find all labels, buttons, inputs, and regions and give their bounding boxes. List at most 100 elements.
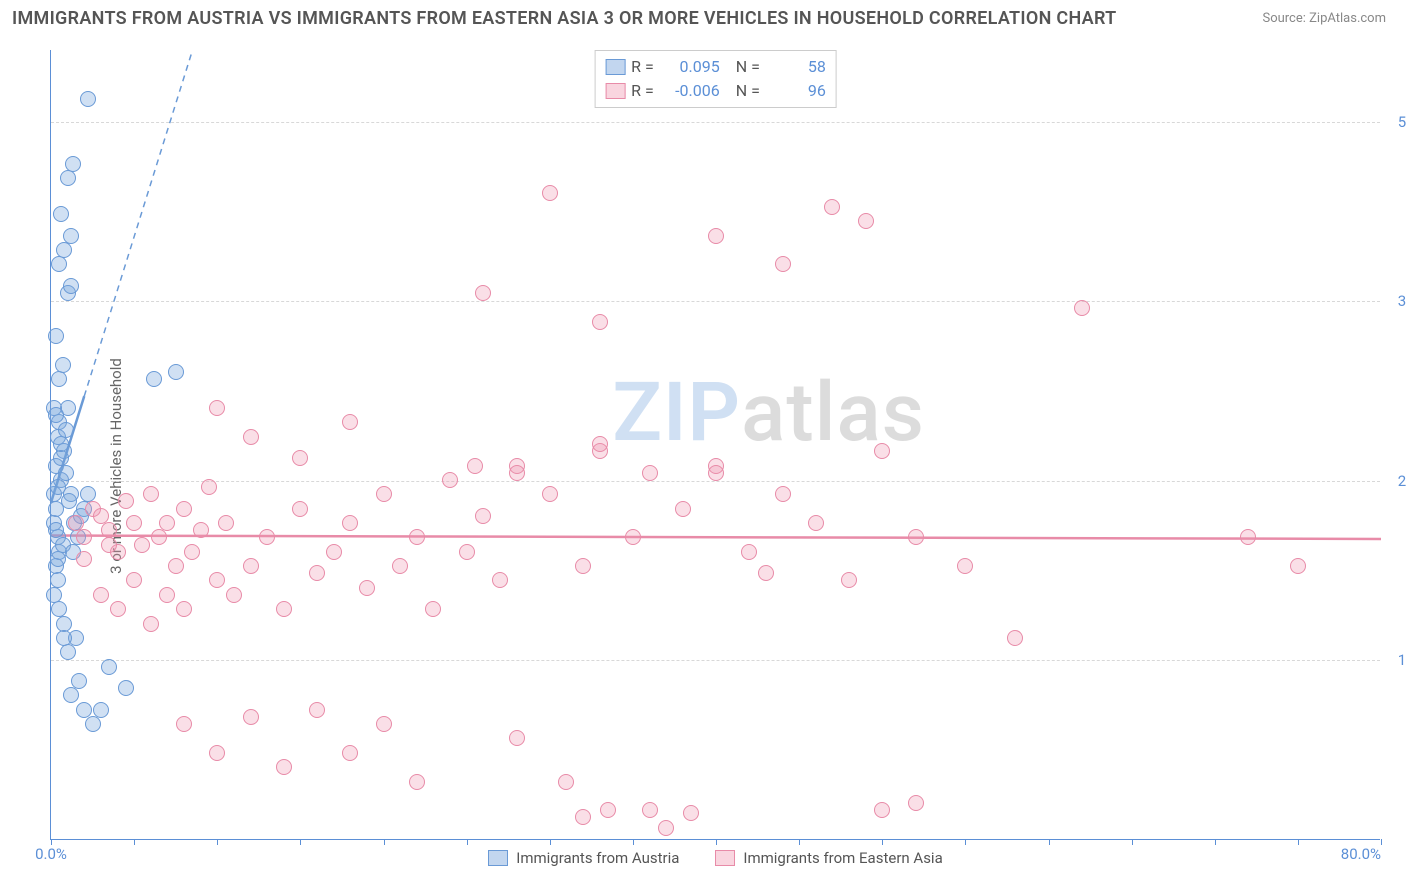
data-point	[359, 580, 375, 596]
data-point	[775, 256, 791, 272]
data-point	[392, 558, 408, 574]
data-point	[425, 601, 441, 617]
r-value-blue: 0.095	[660, 55, 720, 79]
data-point	[176, 601, 192, 617]
data-point	[858, 213, 874, 229]
data-point	[60, 644, 76, 660]
data-point	[675, 501, 691, 517]
data-point	[309, 565, 325, 581]
data-point	[143, 486, 159, 502]
data-point	[184, 544, 200, 560]
swatch-pink-icon	[715, 850, 735, 866]
legend-row-pink: R = -0.006 N = 96	[605, 79, 826, 103]
data-point	[1007, 630, 1023, 646]
data-point	[625, 529, 641, 545]
data-point	[51, 371, 67, 387]
n-value-blue: 58	[766, 55, 826, 79]
data-point	[276, 759, 292, 775]
data-point	[134, 537, 150, 553]
data-point	[243, 709, 259, 725]
legend-item-eastern-asia: Immigrants from Eastern Asia	[715, 849, 942, 867]
data-point	[243, 558, 259, 574]
data-point	[309, 702, 325, 718]
data-point	[600, 802, 616, 818]
data-point	[118, 680, 134, 696]
data-point	[575, 809, 591, 825]
data-point	[110, 601, 126, 617]
data-point	[592, 314, 608, 330]
data-point	[1290, 558, 1306, 574]
data-point	[642, 802, 658, 818]
data-point	[342, 515, 358, 531]
data-point	[957, 558, 973, 574]
data-point	[509, 730, 525, 746]
data-point	[65, 156, 81, 172]
data-point	[243, 429, 259, 445]
data-point	[683, 805, 699, 821]
legend-row-blue: R = 0.095 N = 58	[605, 55, 826, 79]
data-point	[1074, 300, 1090, 316]
data-point	[542, 486, 558, 502]
data-point	[741, 544, 757, 560]
data-point	[176, 501, 192, 517]
y-tick-label: 50.0%	[1398, 113, 1406, 131]
data-point	[292, 501, 308, 517]
data-point	[159, 515, 175, 531]
data-point	[758, 565, 774, 581]
data-point	[342, 414, 358, 430]
legend-label-austria: Immigrants from Austria	[516, 849, 679, 867]
data-point	[146, 371, 162, 387]
data-point	[1240, 529, 1256, 545]
x-tick-label: 80.0%	[1341, 845, 1381, 863]
data-point	[58, 422, 74, 438]
data-point	[56, 242, 72, 258]
data-point	[218, 515, 234, 531]
header: IMMIGRANTS FROM AUSTRIA VS IMMIGRANTS FR…	[0, 0, 1406, 33]
data-point	[101, 537, 117, 553]
data-point	[808, 515, 824, 531]
data-point	[48, 407, 64, 423]
data-point	[708, 228, 724, 244]
chart-container: 3 or more Vehicles in Household ZIPatlas…	[0, 40, 1406, 892]
data-point	[209, 400, 225, 416]
plot-area: ZIPatlas R = 0.095 N = 58 R = -0.006 N =…	[50, 50, 1380, 840]
data-point	[824, 199, 840, 215]
data-point	[126, 572, 142, 588]
data-point	[201, 479, 217, 495]
data-point	[276, 601, 292, 617]
data-point	[118, 493, 134, 509]
correlation-legend: R = 0.095 N = 58 R = -0.006 N = 96	[594, 50, 837, 108]
data-point	[50, 551, 66, 567]
n-value-pink: 96	[766, 79, 826, 103]
x-tick-mark	[1381, 839, 1382, 845]
data-point	[908, 529, 924, 545]
data-point	[80, 91, 96, 107]
data-point	[159, 587, 175, 603]
data-point	[708, 465, 724, 481]
data-point	[93, 587, 109, 603]
data-point	[101, 659, 117, 675]
data-point	[63, 228, 79, 244]
data-point	[61, 493, 77, 509]
data-point	[442, 472, 458, 488]
data-point	[168, 558, 184, 574]
data-point	[509, 465, 525, 481]
y-tick-label: 37.5%	[1398, 292, 1406, 310]
data-point	[48, 328, 64, 344]
data-point	[542, 185, 558, 201]
data-point	[575, 558, 591, 574]
data-point	[558, 774, 574, 790]
legend-label-eastern-asia: Immigrants from Eastern Asia	[743, 849, 942, 867]
y-tick-label: 12.5%	[1398, 651, 1406, 669]
data-point	[259, 529, 275, 545]
data-point	[58, 465, 74, 481]
r-value-pink: -0.006	[660, 79, 720, 103]
data-point	[226, 587, 242, 603]
data-point	[841, 572, 857, 588]
data-point	[409, 529, 425, 545]
data-point	[409, 774, 425, 790]
data-point	[168, 364, 184, 380]
data-point	[592, 436, 608, 452]
data-point	[63, 687, 79, 703]
y-tick-label: 25.0%	[1398, 472, 1406, 490]
